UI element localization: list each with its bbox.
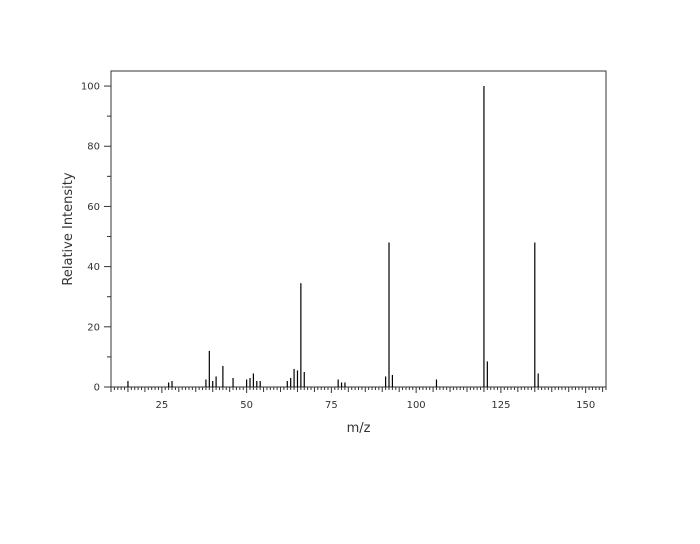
ticks: 25 50 75 100 125 150 0 20 40 60 80 100 [81, 82, 607, 411]
y-axis-label: Relative Intensity [61, 172, 76, 285]
peaks [127, 86, 539, 387]
y-tick-label: 60 [87, 202, 100, 213]
x-tick-label: 150 [576, 400, 595, 411]
x-tick-label: 125 [491, 400, 510, 411]
y-tick-label: 20 [87, 322, 100, 333]
y-tick-label: 40 [87, 262, 100, 273]
x-axis-label: m/z [347, 421, 371, 436]
x-tick-label: 25 [155, 400, 168, 411]
x-tick-label: 75 [325, 400, 338, 411]
y-tick-label: 0 [94, 383, 100, 394]
plot-frame [110, 70, 607, 388]
y-tick-label: 80 [87, 142, 100, 153]
y-tick-label: 100 [81, 82, 100, 93]
x-tick-label: 100 [407, 400, 426, 411]
x-tick-label: 50 [240, 400, 253, 411]
axes [110, 70, 607, 388]
